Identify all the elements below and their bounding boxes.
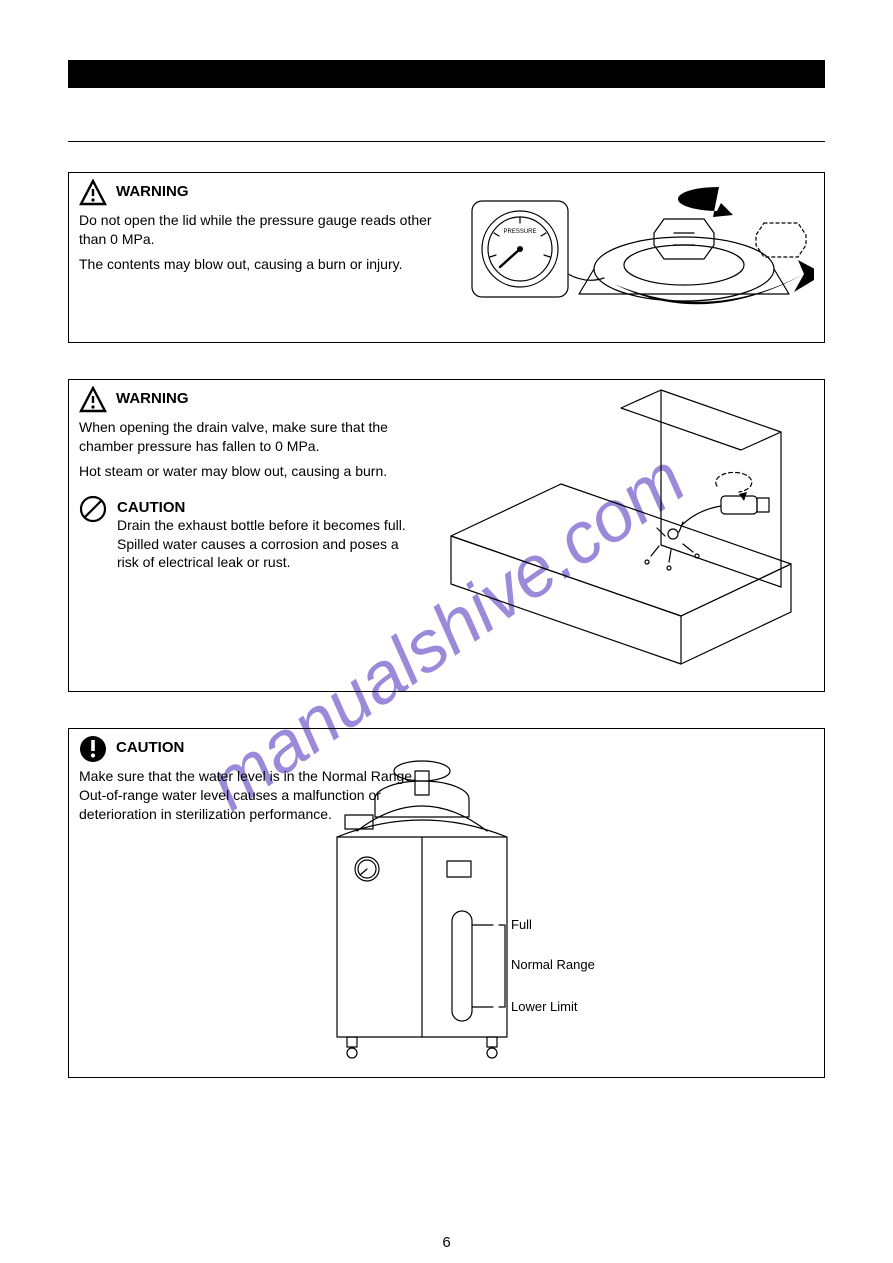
figure-lid-gauge: PRESSURE bbox=[464, 179, 814, 329]
page-content: WARNING Do not open the lid while the pr… bbox=[0, 0, 893, 1154]
prohibition-icon bbox=[79, 495, 107, 523]
mandatory-exclaim-icon bbox=[79, 735, 107, 763]
figure-drain-tray bbox=[421, 386, 801, 676]
warning-heading: WARNING bbox=[116, 386, 189, 407]
warning1-line1: Do not open the lid while the pressure g… bbox=[79, 211, 452, 249]
divider bbox=[68, 141, 825, 142]
caution-heading: CAUTION bbox=[117, 495, 409, 516]
warning2-line2: Hot steam or water may blow out, causing… bbox=[79, 462, 409, 481]
warning1-line2: The contents may blow out, causing a bur… bbox=[79, 255, 452, 274]
label-full: Full bbox=[511, 917, 532, 932]
caution2-text: Drain the exhaust bottle before it becom… bbox=[117, 516, 409, 573]
warning-box-1: WARNING Do not open the lid while the pr… bbox=[68, 172, 825, 343]
header-black-bar bbox=[68, 60, 825, 88]
caution-box-3: CAUTION Make sure that the water level i… bbox=[68, 728, 825, 1078]
warning-triangle-icon bbox=[79, 386, 107, 414]
warning-box-2: WARNING When opening the drain valve, ma… bbox=[68, 379, 825, 692]
warning-heading: WARNING bbox=[116, 179, 189, 200]
warning-triangle-icon bbox=[79, 179, 107, 207]
caution-heading: CAUTION bbox=[116, 735, 184, 756]
figure-autoclave-levels: Full Normal Range Lower Limit bbox=[297, 741, 597, 1061]
gauge-label: PRESSURE bbox=[503, 229, 536, 235]
warning2-line1: When opening the drain valve, make sure … bbox=[79, 418, 409, 456]
page-number: 6 bbox=[0, 1234, 893, 1251]
label-lower: Lower Limit bbox=[511, 999, 578, 1014]
label-normal: Normal Range bbox=[511, 957, 595, 972]
